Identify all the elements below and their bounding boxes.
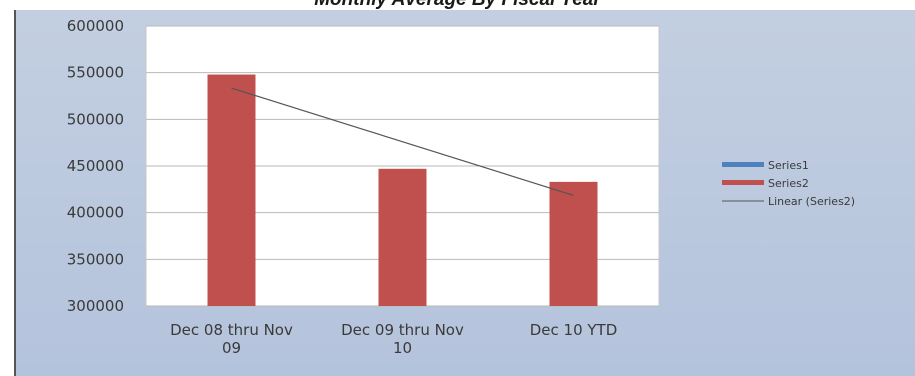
legend-label: Series1 xyxy=(768,159,809,172)
x-axis-categories: Dec 08 thru Nov 09 Dec 09 thru Nov 10 Dec 10… xyxy=(170,321,617,357)
bar xyxy=(207,74,256,307)
x-category-label: Dec 08 thru Nov 09 xyxy=(170,321,293,357)
bars xyxy=(207,74,598,307)
y-tick-label: 350000 xyxy=(67,250,124,268)
y-tick-label: 300000 xyxy=(67,297,124,315)
y-tick-label: 400000 xyxy=(67,204,124,222)
legend-label: Linear (Series2) xyxy=(768,195,855,208)
legend: Series1 Series2 Linear (Series2) xyxy=(722,159,855,208)
x-category-label: Dec 10 YTD xyxy=(530,321,618,339)
y-tick-label: 450000 xyxy=(67,157,124,175)
legend-label: Series2 xyxy=(768,177,809,190)
chart-panel: 300000 350000 400000 450000 500000 550000 6000… xyxy=(14,10,915,376)
bar xyxy=(549,181,598,306)
trendline xyxy=(231,87,574,196)
legend-swatch xyxy=(722,180,764,185)
y-tick-label: 500000 xyxy=(67,110,124,128)
y-tick-label: 600000 xyxy=(67,17,124,35)
trendline-group xyxy=(231,87,574,196)
chart-title: Monthly Average By Fiscal Year xyxy=(0,0,915,13)
legend-swatch xyxy=(722,162,764,167)
bar xyxy=(378,168,427,306)
x-category-label: Dec 09 thru Nov 10 xyxy=(341,321,464,357)
y-tick-label: 550000 xyxy=(67,64,124,82)
y-axis-ticks: 300000 350000 400000 450000 500000 550000 6000… xyxy=(67,17,124,315)
chart-svg: 300000 350000 400000 450000 500000 550000 6000… xyxy=(67,17,855,357)
